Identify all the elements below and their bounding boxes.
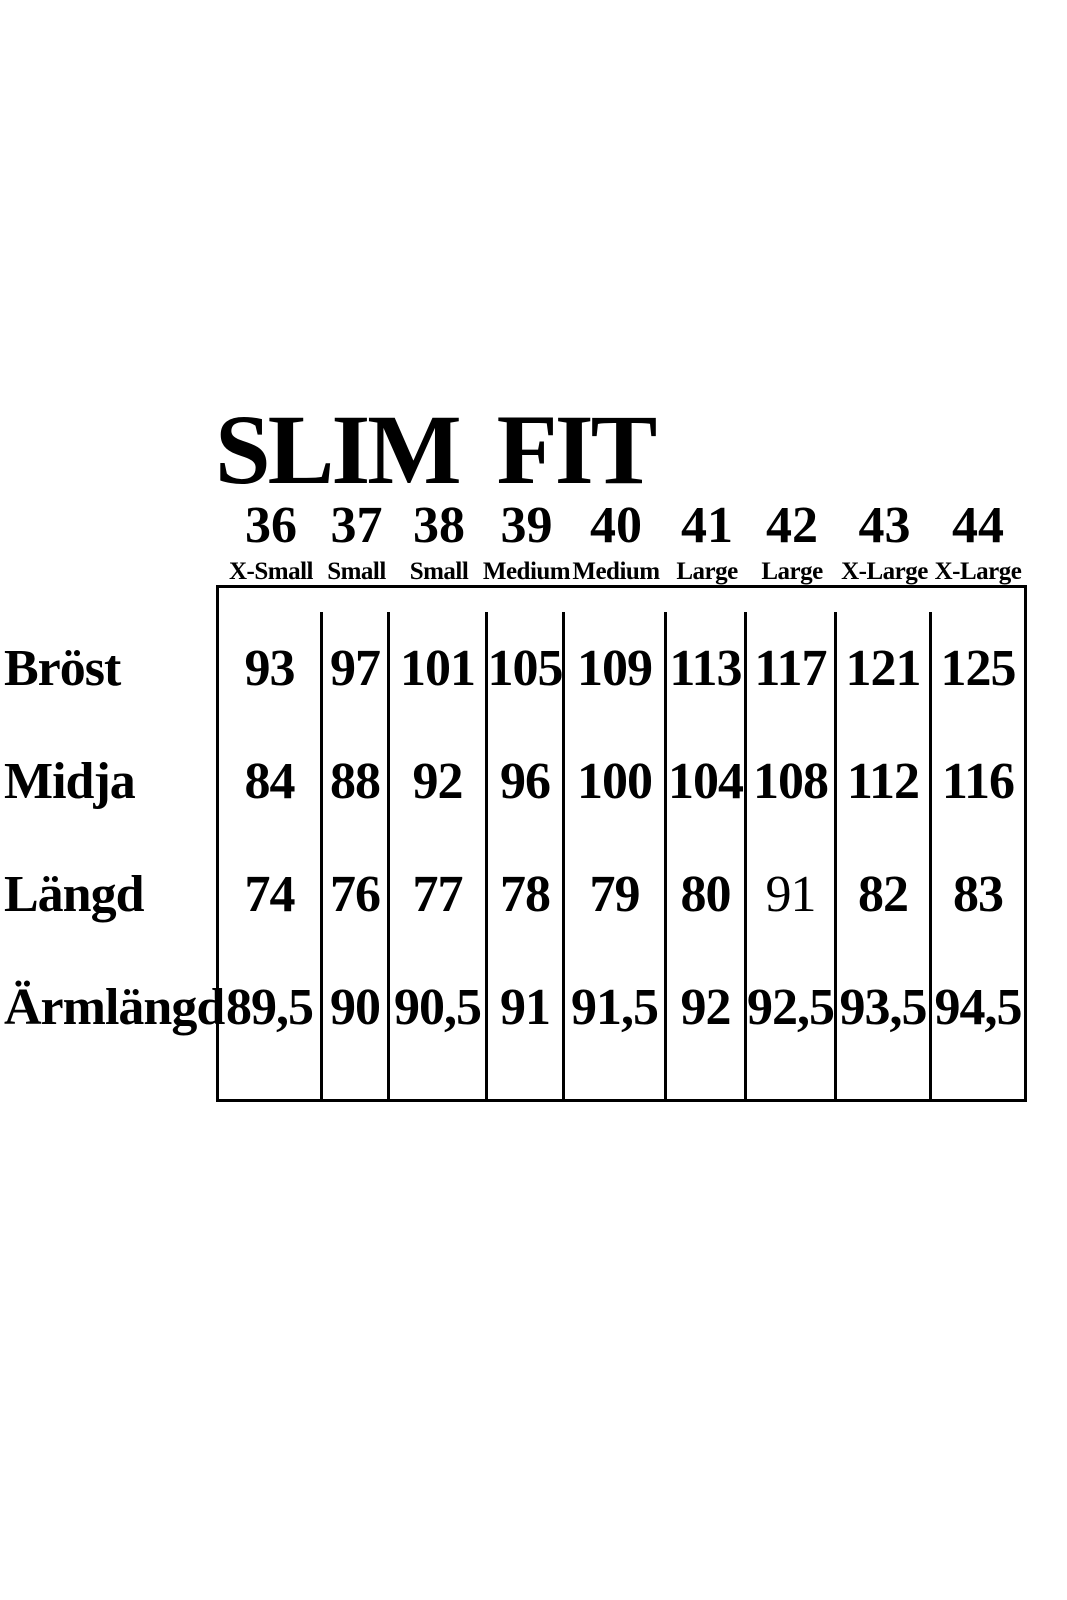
- fit-label: X-Small: [229, 558, 314, 585]
- measurement-cell: 112: [846, 752, 920, 810]
- row-label: Längd: [4, 865, 145, 923]
- measurement-cell: 97: [330, 639, 381, 697]
- measurement-cell: 109: [577, 639, 653, 697]
- measurement-cell: 89,5: [226, 978, 314, 1036]
- measurement-cell: 125: [940, 639, 1017, 697]
- chart-title: SLIM FIT: [215, 394, 657, 505]
- measurement-cell: 80: [680, 865, 732, 923]
- measurement-cell: 76: [330, 865, 381, 923]
- table-column: 113 104 80 92: [667, 612, 747, 1099]
- size-header: 41: [681, 497, 733, 554]
- fit-label: Medium: [572, 558, 660, 585]
- row-label: Midja: [4, 752, 136, 810]
- table-column: 121 112 82 93,5: [837, 612, 932, 1099]
- measurement-cell: 77: [412, 865, 464, 923]
- table-column: 97 88 76 90: [323, 612, 390, 1099]
- measurement-cell: 90,5: [394, 978, 482, 1036]
- size-header-row: 36 37 38 39 40 41 42 43 44: [219, 492, 1024, 552]
- measurement-cell: 116: [941, 752, 1015, 810]
- measurement-cell: 96: [500, 752, 551, 810]
- measurement-cell: 93,5: [839, 978, 928, 1036]
- table-column: 101 92 77 90,5: [390, 612, 488, 1099]
- size-header: 37: [330, 497, 383, 554]
- measurement-cell: 92,5: [747, 978, 835, 1036]
- table-column: 109 100 79 91,5: [565, 612, 667, 1099]
- fit-label: Small: [409, 558, 469, 585]
- measurement-cell: 91,5: [571, 978, 659, 1036]
- measurement-cell: 108: [753, 752, 829, 810]
- row-label: Ärmlängd: [4, 978, 225, 1036]
- fit-label: X-Large: [841, 558, 928, 585]
- fit-label: Large: [676, 558, 738, 585]
- measurement-cell: 83: [953, 865, 1004, 923]
- size-header: 44: [952, 497, 1004, 554]
- table-column: 93 84 74 89,5: [219, 612, 323, 1099]
- measurement-cell: 117: [754, 639, 827, 697]
- fit-label: Small: [327, 558, 386, 585]
- measurement-cell: 101: [400, 639, 476, 697]
- measurement-cell: 92: [412, 752, 464, 810]
- measurement-cell: 121: [845, 639, 922, 697]
- size-header: 36: [245, 497, 297, 554]
- measurement-cell: 79: [589, 865, 641, 923]
- size-table: 93 84 74 89,5 97 88 76 90 101 92 77 90,5…: [216, 585, 1027, 1102]
- measurement-cell: 78: [500, 865, 551, 923]
- measurement-cell: 93: [244, 639, 296, 697]
- fit-label: X-Large: [934, 558, 1022, 585]
- measurement-cell: 94,5: [934, 978, 1023, 1036]
- row-label-column: Bröst Midja Längd Ärmlängd: [0, 588, 225, 1099]
- size-header: 40: [590, 497, 642, 554]
- table-column: 125 116 83 94,5: [932, 612, 1024, 1099]
- row-label: Bröst: [4, 639, 121, 697]
- size-header: 39: [500, 497, 553, 554]
- table-column: 105 96 78 91: [488, 612, 565, 1099]
- measurement-cell: 100: [577, 752, 653, 810]
- table-column: 117 108 91 92,5: [747, 612, 837, 1099]
- fit-label: Large: [761, 558, 823, 585]
- measurement-cell: 105: [487, 639, 564, 697]
- measurement-cell: 88: [330, 752, 381, 810]
- size-header: 42: [766, 497, 818, 554]
- measurement-cell: 92: [680, 978, 732, 1036]
- size-header: 43: [858, 497, 911, 554]
- measurement-cell: 91: [765, 865, 817, 923]
- measurement-cell: 82: [858, 865, 909, 923]
- fit-header-row: X-Small Small Small Medium Medium Large …: [219, 550, 1024, 584]
- measurement-cell: 90: [330, 978, 381, 1036]
- size-header: 38: [413, 497, 465, 554]
- measurement-cell: 91: [500, 978, 551, 1036]
- measurement-cell: 84: [244, 752, 296, 810]
- fit-label: Medium: [482, 558, 571, 585]
- measurement-cell: 104: [668, 752, 744, 810]
- measurement-cell: 113: [669, 639, 742, 697]
- measurement-cell: 74: [244, 865, 296, 923]
